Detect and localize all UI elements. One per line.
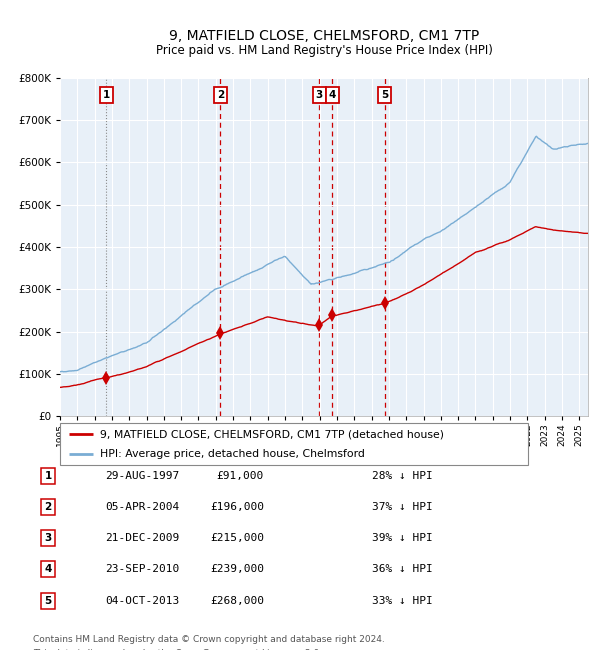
Text: 36% ↓ HPI: 36% ↓ HPI xyxy=(372,564,433,575)
Text: 23-SEP-2010: 23-SEP-2010 xyxy=(105,564,179,575)
Text: 05-APR-2004: 05-APR-2004 xyxy=(105,502,179,512)
Text: 1: 1 xyxy=(44,471,52,481)
Text: 28% ↓ HPI: 28% ↓ HPI xyxy=(372,471,433,481)
Text: £196,000: £196,000 xyxy=(210,502,264,512)
Text: 1: 1 xyxy=(103,90,110,100)
Text: Contains HM Land Registry data © Crown copyright and database right 2024.: Contains HM Land Registry data © Crown c… xyxy=(33,635,385,644)
Text: 5: 5 xyxy=(44,595,52,606)
Text: HPI: Average price, detached house, Chelmsford: HPI: Average price, detached house, Chel… xyxy=(100,449,365,459)
Text: 2: 2 xyxy=(44,502,52,512)
Text: £215,000: £215,000 xyxy=(210,533,264,543)
Text: 2: 2 xyxy=(217,90,224,100)
Text: This data is licensed under the Open Government Licence v3.0.: This data is licensed under the Open Gov… xyxy=(33,649,322,650)
Text: 4: 4 xyxy=(329,90,336,100)
Text: £268,000: £268,000 xyxy=(210,595,264,606)
Text: 3: 3 xyxy=(316,90,323,100)
Text: 5: 5 xyxy=(381,90,388,100)
Text: 9, MATFIELD CLOSE, CHELMSFORD, CM1 7TP (detached house): 9, MATFIELD CLOSE, CHELMSFORD, CM1 7TP (… xyxy=(100,430,444,439)
Text: Price paid vs. HM Land Registry's House Price Index (HPI): Price paid vs. HM Land Registry's House … xyxy=(155,44,493,57)
Text: 04-OCT-2013: 04-OCT-2013 xyxy=(105,595,179,606)
Text: 37% ↓ HPI: 37% ↓ HPI xyxy=(372,502,433,512)
Text: 29-AUG-1997: 29-AUG-1997 xyxy=(105,471,179,481)
Text: 33% ↓ HPI: 33% ↓ HPI xyxy=(372,595,433,606)
Text: £239,000: £239,000 xyxy=(210,564,264,575)
Text: 3: 3 xyxy=(44,533,52,543)
Text: 9, MATFIELD CLOSE, CHELMSFORD, CM1 7TP: 9, MATFIELD CLOSE, CHELMSFORD, CM1 7TP xyxy=(169,29,479,44)
Text: 39% ↓ HPI: 39% ↓ HPI xyxy=(372,533,433,543)
Text: 21-DEC-2009: 21-DEC-2009 xyxy=(105,533,179,543)
Text: 4: 4 xyxy=(44,564,52,575)
Text: £91,000: £91,000 xyxy=(217,471,264,481)
